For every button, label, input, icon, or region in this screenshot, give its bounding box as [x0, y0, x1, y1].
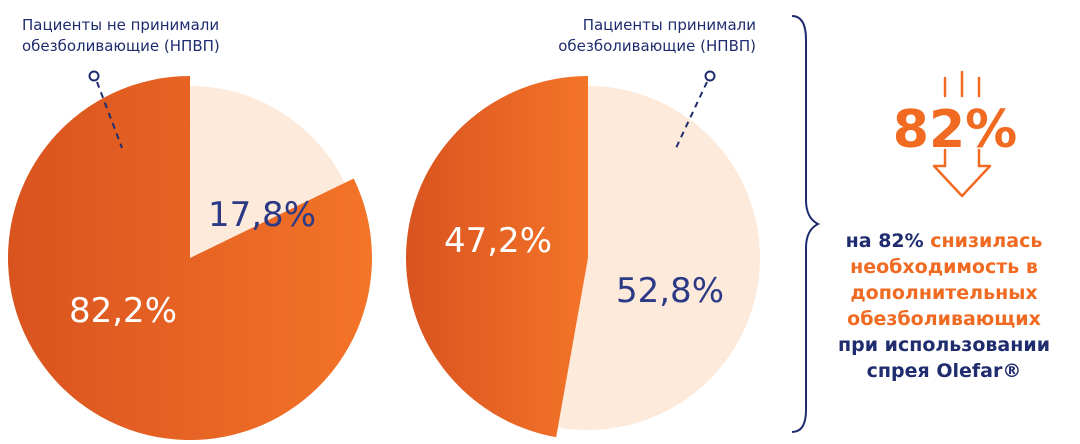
- pie-chart-1: 17,8% 82,2% Пациенты не принимали обезбо…: [8, 16, 373, 441]
- pie1-callout-line: [96, 81, 123, 149]
- big-percent-value: 82%: [892, 100, 1018, 160]
- summary-segment: на 82%: [845, 230, 931, 252]
- pie1-callout-line2: обезболивающие (НПВП): [22, 37, 220, 55]
- summary-segment: необходимость в: [850, 256, 1038, 278]
- summary-text: на 82% снизилась необходимость в дополните…: [820, 228, 1068, 384]
- summary-segment: обезболивающих: [847, 308, 1041, 330]
- summary-line: необходимость в: [820, 254, 1068, 280]
- summary-segment: снизилась: [930, 230, 1043, 252]
- pie2-label-light: 52,8%: [616, 271, 724, 311]
- summary-segment: при использовании: [837, 334, 1051, 356]
- pie2-slice-small: [406, 76, 588, 438]
- pie1-callout-line1: Пациенты не принимали: [22, 16, 219, 34]
- pie1-slice-large: [8, 76, 373, 441]
- summary-segment: дополнительных: [850, 282, 1038, 304]
- summary-line: дополнительных: [820, 280, 1068, 306]
- summary-segment: спрея Olefar®: [866, 360, 1022, 382]
- pie1-slice-small: [190, 86, 345, 258]
- pie2-callout-line1: Пациенты принимали: [583, 16, 756, 34]
- pie2-slice-large: [557, 86, 760, 430]
- summary-line: при использовании: [820, 332, 1068, 358]
- summary-line: спрея Olefar®: [820, 358, 1068, 384]
- pie2-callout-dot: [704, 70, 716, 82]
- pie-chart-2: 52,8% 47,2% Пациенты принимали обезболив…: [406, 16, 760, 438]
- down-arrow-icon: [932, 70, 992, 198]
- curly-brace: [791, 15, 821, 433]
- pie1-callout-dot: [88, 70, 100, 82]
- summary-line: обезболивающих: [820, 306, 1068, 332]
- pie1-label-small: 17,8%: [208, 195, 316, 235]
- pie1-label-large: 82,2%: [69, 291, 177, 331]
- pie2-callout-line2: обезболивающие (НПВП): [558, 37, 756, 55]
- summary-line: на 82% снизилась: [820, 228, 1068, 254]
- pie2-callout-line: [675, 81, 708, 149]
- pie2-label-dark: 47,2%: [444, 221, 552, 261]
